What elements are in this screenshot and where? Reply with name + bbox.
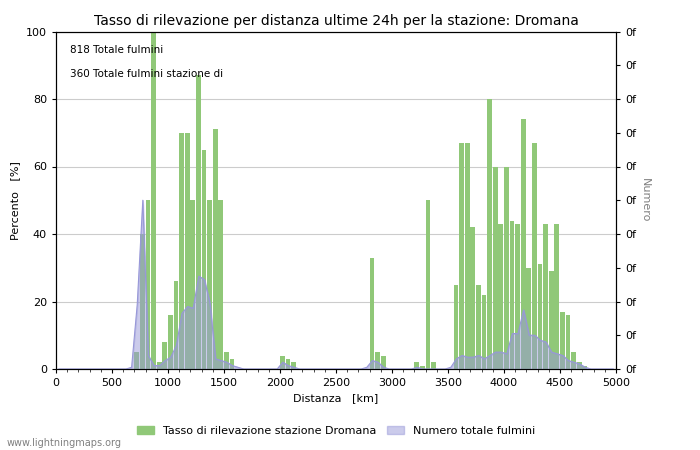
Bar xyxy=(487,99,492,369)
Bar xyxy=(482,295,486,369)
Bar xyxy=(554,224,559,369)
Bar xyxy=(179,133,184,369)
Bar xyxy=(532,143,537,369)
Bar xyxy=(577,362,582,369)
Text: 360 Totale fulmini stazione di: 360 Totale fulmini stazione di xyxy=(70,68,223,79)
Bar xyxy=(420,365,425,369)
Bar xyxy=(414,362,419,369)
Bar xyxy=(510,220,514,369)
Bar xyxy=(504,166,509,369)
Bar xyxy=(493,166,498,369)
X-axis label: Distanza   [km]: Distanza [km] xyxy=(293,394,379,404)
Bar xyxy=(470,227,475,369)
Bar xyxy=(521,119,526,369)
Bar xyxy=(538,264,542,369)
Bar xyxy=(375,352,380,369)
Bar xyxy=(280,356,285,369)
Bar xyxy=(185,133,190,369)
Bar xyxy=(224,352,229,369)
Bar xyxy=(370,257,374,369)
Bar xyxy=(381,356,386,369)
Bar xyxy=(426,200,430,369)
Bar xyxy=(230,359,235,369)
Bar xyxy=(213,130,218,369)
Bar xyxy=(543,224,548,369)
Text: 818 Totale fulmini: 818 Totale fulmini xyxy=(70,45,163,55)
Y-axis label: Numero: Numero xyxy=(640,178,650,222)
Bar xyxy=(157,362,162,369)
Bar xyxy=(431,362,436,369)
Text: www.lightningmaps.org: www.lightningmaps.org xyxy=(7,438,122,448)
Bar xyxy=(582,365,587,369)
Bar xyxy=(190,200,195,369)
Bar xyxy=(162,342,167,369)
Y-axis label: Percento   [%]: Percento [%] xyxy=(10,161,20,240)
Legend: Tasso di rilevazione stazione Dromana, Numero totale fulmini: Tasso di rilevazione stazione Dromana, N… xyxy=(132,421,540,440)
Title: Tasso di rilevazione per distanza ultime 24h per la stazione: Dromana: Tasso di rilevazione per distanza ultime… xyxy=(94,14,578,27)
Bar xyxy=(202,149,206,369)
Bar xyxy=(549,271,554,369)
Bar xyxy=(134,352,139,369)
Bar xyxy=(566,315,570,369)
Bar xyxy=(168,315,173,369)
Bar xyxy=(151,32,156,369)
Bar xyxy=(515,224,520,369)
Bar xyxy=(465,143,470,369)
Bar xyxy=(291,362,296,369)
Bar xyxy=(218,200,223,369)
Bar xyxy=(174,281,178,369)
Bar xyxy=(146,200,150,369)
Bar xyxy=(526,268,531,369)
Bar xyxy=(454,284,458,369)
Bar xyxy=(207,200,212,369)
Bar xyxy=(286,359,290,369)
Bar xyxy=(476,284,481,369)
Bar xyxy=(196,75,201,369)
Bar xyxy=(560,311,565,369)
Bar xyxy=(571,352,576,369)
Bar xyxy=(498,224,503,369)
Bar xyxy=(459,143,464,369)
Bar xyxy=(140,234,145,369)
